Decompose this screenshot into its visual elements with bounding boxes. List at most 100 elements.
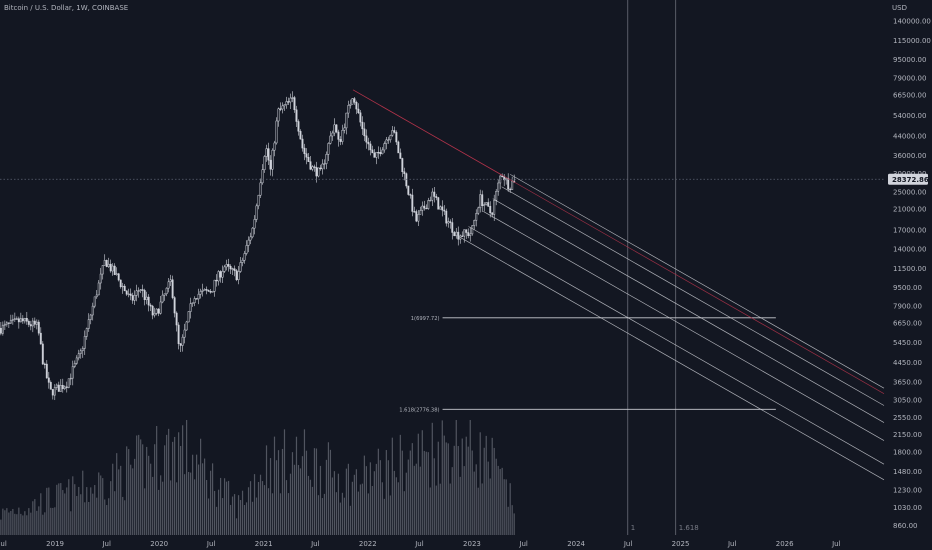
volume-bar: [148, 455, 150, 535]
volume-bar: [74, 484, 76, 535]
candle-body: [223, 266, 226, 272]
volume-bar: [333, 471, 336, 535]
price-tick-label: 11500.00: [893, 265, 926, 273]
volume-bar: [235, 518, 238, 535]
candle-body: [53, 387, 56, 396]
volume-bar: [361, 483, 363, 535]
volume-bar: [231, 496, 234, 535]
candle-body: [435, 196, 438, 198]
volume-bar: [112, 463, 114, 535]
candle-body: [505, 177, 508, 181]
candle-body: [455, 231, 458, 237]
volume-bar: [433, 458, 435, 535]
volume-bar: [28, 508, 30, 535]
volume-bar: [192, 454, 194, 535]
fib-level-label: 1.618(2776.38): [399, 407, 439, 413]
candle-body: [241, 259, 244, 263]
volume-bar: [267, 488, 270, 535]
candle-body: [421, 205, 424, 211]
volume-bar: [253, 474, 256, 535]
price-tick-label: 36000.00: [893, 152, 926, 160]
candle-body: [347, 105, 350, 114]
volume-bar: [395, 477, 397, 535]
volume-bar: [405, 472, 407, 535]
candle-body: [359, 112, 362, 123]
volume-bar: [110, 481, 112, 535]
candle-body: [283, 104, 286, 107]
volume-bar: [227, 480, 230, 535]
volume-bar: [205, 480, 208, 535]
candle-body: [57, 384, 60, 392]
candle-body: [509, 188, 512, 191]
price-tick-label: 14000.00: [893, 246, 926, 254]
volume-bar: [184, 474, 186, 535]
price-tick-label: 4450.00: [893, 359, 922, 367]
volume-bar: [219, 477, 222, 535]
candle-body: [85, 328, 88, 337]
channel-line: [501, 186, 885, 406]
volume-bar: [457, 446, 459, 535]
candle-body: [21, 318, 24, 322]
candle-body: [97, 282, 100, 296]
price-tick-label: 860.00: [893, 522, 918, 530]
candle-body: [243, 253, 246, 261]
candle-body: [31, 320, 34, 327]
volume-bar: [389, 495, 391, 535]
candle-body: [69, 377, 72, 380]
candle-body: [273, 142, 276, 151]
candle-body: [93, 296, 96, 307]
candle-body: [475, 213, 478, 221]
volume-bar: [136, 435, 138, 535]
volume-bar: [507, 506, 509, 535]
candle-body: [59, 385, 62, 392]
volume-bar: [6, 508, 8, 535]
candle-body: [3, 323, 6, 326]
candle-body: [437, 197, 440, 210]
candle-body: [227, 264, 230, 267]
time-tick-label: 2026: [776, 540, 794, 548]
volume-bar: [207, 498, 210, 535]
volume-bar: [128, 449, 130, 535]
candle-body: [497, 182, 500, 192]
volume-bar: [146, 446, 148, 535]
volume-bar: [168, 428, 170, 535]
volume-bar: [142, 444, 144, 535]
candle-body: [427, 200, 430, 209]
volume-bar: [369, 462, 371, 535]
candle-body: [443, 209, 446, 212]
volume-bar: [383, 498, 385, 535]
candle-body: [269, 159, 272, 170]
candle-body: [163, 293, 166, 296]
time-fib-label: 1: [631, 524, 635, 532]
candle-body: [15, 318, 18, 320]
volume-bar: [469, 420, 471, 535]
candle-body: [309, 161, 312, 170]
volume-bar: [40, 493, 42, 535]
volume-bar: [325, 459, 328, 535]
candle-body: [23, 318, 26, 322]
volume-bar: [285, 480, 288, 535]
volume-bar: [170, 480, 172, 535]
candle-body: [7, 322, 10, 324]
volume-bar: [471, 450, 473, 535]
price-tick-label: 6650.00: [893, 319, 922, 327]
candle-body: [45, 363, 48, 379]
candle-body: [431, 191, 434, 201]
last-price-value: 28372.86: [892, 176, 929, 184]
volume-bar: [102, 478, 104, 535]
candle-body: [249, 236, 252, 241]
candle-body: [173, 297, 176, 314]
volume-bar: [473, 471, 475, 535]
volume-bar: [26, 515, 28, 535]
candle-body: [29, 324, 32, 327]
candle-body: [373, 152, 376, 158]
volume-bar: [317, 495, 320, 535]
volume-bar: [499, 469, 501, 535]
candle-body: [147, 296, 150, 306]
candle-body: [275, 120, 278, 144]
volume-bar: [36, 510, 38, 535]
candle-body: [429, 199, 432, 202]
volume-bar: [391, 437, 393, 535]
volume-bar: [0, 519, 2, 535]
